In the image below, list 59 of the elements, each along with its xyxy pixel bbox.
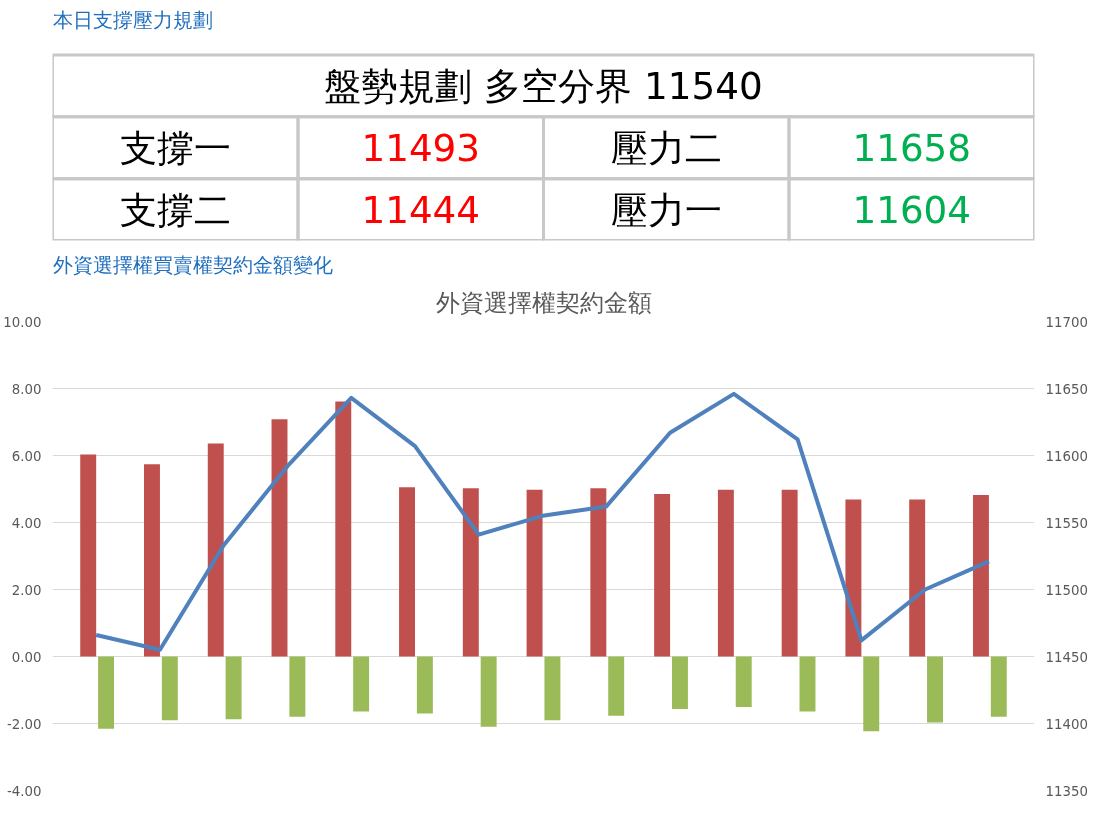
bar [526,489,543,657]
bar [735,656,752,708]
data-label: 11658 [852,126,972,171]
bar [717,489,734,657]
data-label: 11604 [852,188,972,233]
bar [990,656,1007,717]
text: 盤勢規劃 多空分界 11540 [324,63,763,108]
y2-tick-label: 11350 [1045,783,1088,799]
data-label: 11444 [361,188,481,233]
y-tick-label: 6.00 [11,448,42,464]
y2-tick-label: 11450 [1045,649,1088,665]
bar [335,401,352,657]
line-series [94,391,991,652]
y-tick-label: 0.00 [11,649,42,665]
text: 本日支撐壓力規劃 [52,7,213,32]
y-tick-label: 4.00 [11,515,42,531]
y-tick-label: 10.00 [3,314,42,330]
category-label: 支撐二 [119,187,231,232]
bar [161,656,178,721]
bar [544,656,561,721]
y-tick-label: -4.00 [7,783,42,799]
bar [799,656,816,712]
bar [353,656,370,712]
category-label: 支撐一 [119,125,231,170]
y2-tick-label: 11550 [1045,515,1088,531]
y-tick-label: 8.00 [11,381,42,397]
bar [590,488,607,657]
y2-tick-label: 11700 [1045,314,1088,330]
bar [972,495,989,657]
y2-tick-label: 11500 [1045,582,1088,598]
bar [608,656,625,716]
bar [671,656,688,710]
y2-tick-label: 11600 [1045,448,1088,464]
bar [271,419,288,657]
bar [144,464,160,657]
y2-tick-label: 11400 [1045,716,1088,732]
bar [98,656,115,729]
bar [207,443,224,657]
bar [863,656,880,732]
chart-title: 外資選擇權契約金額 [435,288,652,317]
bar [845,499,862,657]
bar [399,487,416,657]
data-label: 11493 [361,126,481,171]
bar [416,656,433,714]
bar [289,656,306,717]
category-label: 壓力一 [610,187,722,232]
text: 外資選擇權買賣權契約金額變化 [52,252,333,277]
y-tick-label: -2.00 [7,716,42,732]
bar [909,499,926,657]
bar [927,656,943,723]
category-label: 壓力二 [610,125,722,170]
bar [80,454,97,657]
bar [225,656,242,720]
bar [781,489,798,657]
bar [654,494,671,657]
y-tick-label: 2.00 [11,582,42,598]
bar [462,488,479,657]
bar [480,656,497,727]
y2-tick-label: 11650 [1045,381,1088,397]
